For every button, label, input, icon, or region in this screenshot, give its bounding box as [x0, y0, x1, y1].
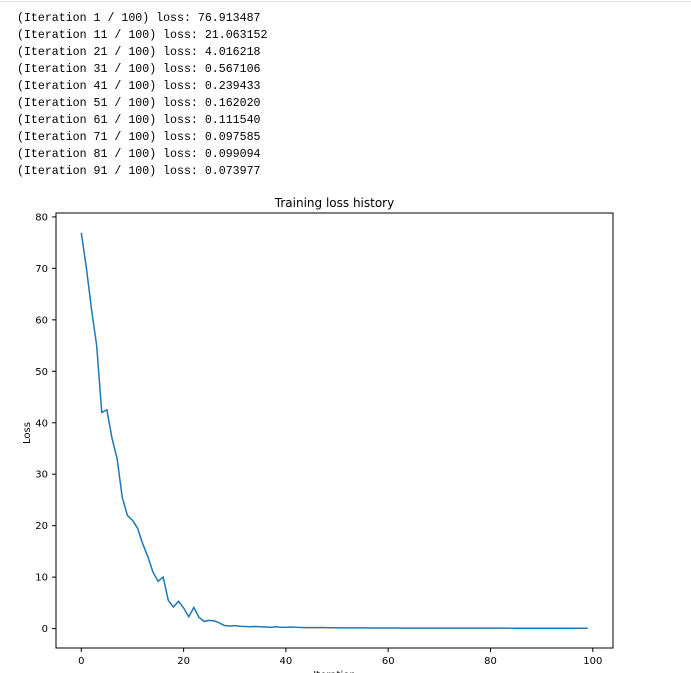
chart-title: Training loss history — [274, 196, 394, 210]
x-axis-label: Iteration — [313, 670, 355, 673]
y-tick-label: 30 — [35, 470, 48, 481]
y-axis-label: Loss — [22, 422, 33, 444]
plot-frame — [55, 212, 614, 649]
log-line: (Iteration 21 / 100) loss: 4.016218 — [17, 46, 261, 59]
y-tick-label: 40 — [35, 418, 48, 429]
log-line: (Iteration 91 / 100) loss: 0.073977 — [17, 165, 261, 178]
x-tick-label: 100 — [583, 656, 602, 667]
x-tick-label: 20 — [177, 656, 190, 667]
loss-line — [80, 232, 588, 629]
log-line: (Iteration 1 / 100) loss: 76.913487 — [17, 12, 261, 25]
y-tick-label: 70 — [35, 264, 48, 275]
y-tick-label: 0 — [42, 624, 48, 635]
x-tick-label: 0 — [78, 656, 84, 667]
y-tick-label: 10 — [35, 573, 48, 584]
y-tick-label: 50 — [35, 367, 48, 378]
log-line: (Iteration 71 / 100) loss: 0.097585 — [17, 131, 261, 144]
log-line: (Iteration 31 / 100) loss: 0.567106 — [17, 63, 261, 76]
y-tick-label: 80 — [35, 212, 48, 223]
log-line: (Iteration 81 / 100) loss: 0.099094 — [17, 148, 261, 161]
log-line: (Iteration 51 / 100) loss: 0.162020 — [17, 97, 261, 110]
y-tick-label: 60 — [35, 315, 48, 326]
log-line: (Iteration 41 / 100) loss: 0.239433 — [17, 80, 261, 93]
log-line: (Iteration 11 / 100) loss: 21.063152 — [17, 29, 268, 42]
y-tick-label: 20 — [35, 521, 48, 532]
log-line: (Iteration 61 / 100) loss: 0.111540 — [17, 114, 261, 127]
x-tick-label: 40 — [280, 656, 293, 667]
x-tick-label: 80 — [484, 656, 497, 667]
x-tick-label: 60 — [382, 656, 395, 667]
